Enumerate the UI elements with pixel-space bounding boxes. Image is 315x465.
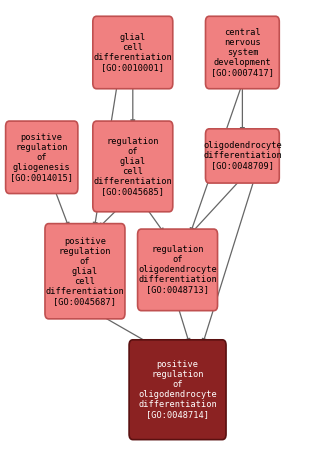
Text: central
nervous
system
development
[GO:0007417]: central nervous system development [GO:0…: [211, 28, 274, 77]
FancyBboxPatch shape: [45, 224, 125, 319]
Text: positive
regulation
of
oligodendrocyte
differentiation
[GO:0048714]: positive regulation of oligodendrocyte d…: [138, 360, 217, 419]
FancyBboxPatch shape: [205, 129, 279, 183]
Text: regulation
of
glial
cell
differentiation
[GO:0045685]: regulation of glial cell differentiation…: [94, 137, 172, 196]
FancyBboxPatch shape: [93, 16, 173, 89]
FancyBboxPatch shape: [205, 16, 279, 89]
Text: regulation
of
oligodendrocyte
differentiation
[GO:0048713]: regulation of oligodendrocyte differenti…: [138, 245, 217, 294]
FancyBboxPatch shape: [129, 340, 226, 439]
FancyBboxPatch shape: [93, 121, 173, 212]
Text: positive
regulation
of
glial
cell
differentiation
[GO:0045687]: positive regulation of glial cell differ…: [46, 237, 124, 306]
Text: glial
cell
differentiation
[GO:0010001]: glial cell differentiation [GO:0010001]: [94, 33, 172, 72]
Text: positive
regulation
of
gliogenesis
[GO:0014015]: positive regulation of gliogenesis [GO:0…: [10, 133, 73, 182]
FancyBboxPatch shape: [138, 229, 218, 311]
FancyBboxPatch shape: [6, 121, 78, 193]
Text: oligodendrocyte
differentiation
[GO:0048709]: oligodendrocyte differentiation [GO:0048…: [203, 141, 282, 171]
